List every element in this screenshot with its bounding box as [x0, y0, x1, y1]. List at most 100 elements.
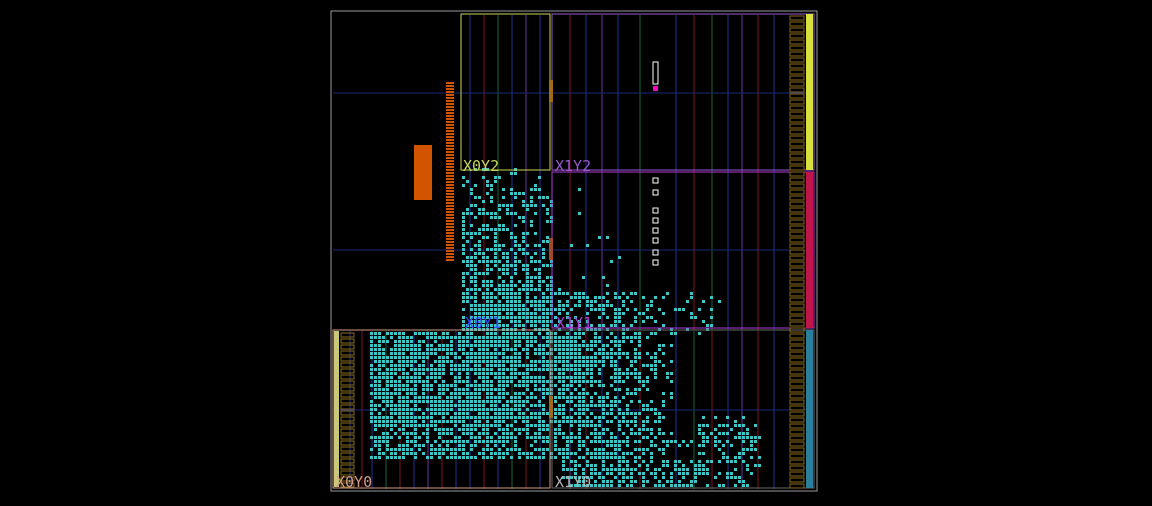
placed-cell: [482, 320, 485, 323]
placed-cell: [370, 408, 373, 411]
placed-cell: [426, 352, 429, 355]
placed-cell: [602, 476, 605, 479]
placed-cell: [598, 316, 601, 319]
placed-cell: [430, 368, 433, 371]
io-column-bottom: [806, 330, 813, 488]
placed-cell: [662, 448, 665, 451]
placed-cell: [430, 332, 433, 335]
placed-cell: [474, 316, 477, 319]
placed-cell: [490, 388, 493, 391]
placed-cell: [670, 480, 673, 483]
placed-cell: [462, 432, 465, 435]
io-bank-strip: [446, 196, 454, 198]
placed-cell: [606, 412, 609, 415]
placed-cell: [394, 388, 397, 391]
placed-cell: [466, 368, 469, 371]
placed-cell: [438, 400, 441, 403]
site-marker: [652, 189, 659, 196]
placed-cell: [578, 376, 581, 379]
placed-cell: [714, 444, 717, 447]
placed-cell: [706, 436, 709, 439]
placed-cell: [514, 392, 517, 395]
placed-cell: [382, 440, 385, 443]
placed-cell: [650, 428, 653, 431]
placed-cell: [510, 236, 513, 239]
placed-cell: [502, 268, 505, 271]
placed-cell: [594, 392, 597, 395]
placed-cell: [650, 472, 653, 475]
placed-cell: [466, 240, 469, 243]
io-tile: [789, 165, 805, 171]
io-tile: [340, 410, 355, 416]
placed-cell: [534, 312, 537, 315]
placed-cell: [462, 252, 465, 255]
placed-cell: [402, 364, 405, 367]
placed-cell: [482, 404, 485, 407]
placed-cell: [478, 392, 481, 395]
placed-cell: [402, 452, 405, 455]
region-label-x1y2[interactable]: X1Y2: [555, 157, 591, 175]
placed-cell: [450, 348, 453, 351]
placed-cell: [514, 444, 517, 447]
placed-cell: [582, 468, 585, 471]
placed-cell: [490, 304, 493, 307]
placed-cell: [478, 316, 481, 319]
placed-cell: [534, 336, 537, 339]
placed-cell: [486, 392, 489, 395]
io-tile: [789, 117, 805, 123]
placed-cell: [650, 400, 653, 403]
placed-cell: [662, 312, 665, 315]
placed-cell: [538, 348, 541, 351]
placed-cell: [734, 456, 737, 459]
region-label-x0y0[interactable]: X0Y0: [336, 473, 372, 491]
placed-cell: [602, 452, 605, 455]
placed-cell: [502, 308, 505, 311]
placed-cell: [554, 416, 557, 419]
placed-cell: [418, 448, 421, 451]
region-label-x0y1[interactable]: X0Y1: [465, 314, 501, 332]
placed-cell: [618, 356, 621, 359]
region-label-x1y0[interactable]: X1Y0: [555, 473, 591, 491]
placed-cell: [634, 360, 637, 363]
placed-cell: [478, 304, 481, 307]
placed-cell: [598, 484, 601, 487]
placed-cell: [426, 336, 429, 339]
placed-cell: [514, 356, 517, 359]
placed-cell: [546, 336, 549, 339]
io-tile: [789, 321, 805, 327]
placed-cell: [582, 472, 585, 475]
placed-cell: [390, 360, 393, 363]
placed-cell: [430, 352, 433, 355]
placed-cell: [494, 304, 497, 307]
placed-cell: [642, 320, 645, 323]
region-label-x1y1[interactable]: X1Y1: [556, 314, 592, 332]
placed-cell: [742, 452, 745, 455]
placed-cell: [578, 360, 581, 363]
placed-cell: [386, 392, 389, 395]
placed-cell: [506, 268, 509, 271]
io-tile: [789, 261, 805, 267]
placed-cell: [514, 352, 517, 355]
io-tile: [340, 362, 355, 368]
placed-cell: [518, 244, 521, 247]
placed-cell: [718, 300, 721, 303]
placed-cell: [538, 280, 541, 283]
placed-cell: [562, 376, 565, 379]
placed-cell: [462, 420, 465, 423]
placed-cell: [414, 452, 417, 455]
placed-cell: [586, 436, 589, 439]
placed-cell: [598, 304, 601, 307]
placed-cell: [554, 456, 557, 459]
io-tile: [789, 303, 805, 309]
placed-cell: [506, 380, 509, 383]
placed-cell: [538, 308, 541, 311]
placed-cell: [370, 356, 373, 359]
placed-cell: [470, 360, 473, 363]
placed-cell: [570, 400, 573, 403]
region-label-x0y2[interactable]: X0Y2: [463, 157, 499, 175]
placed-cell: [462, 344, 465, 347]
placed-cell: [526, 312, 529, 315]
placed-cell: [410, 380, 413, 383]
placed-cell: [502, 416, 505, 419]
